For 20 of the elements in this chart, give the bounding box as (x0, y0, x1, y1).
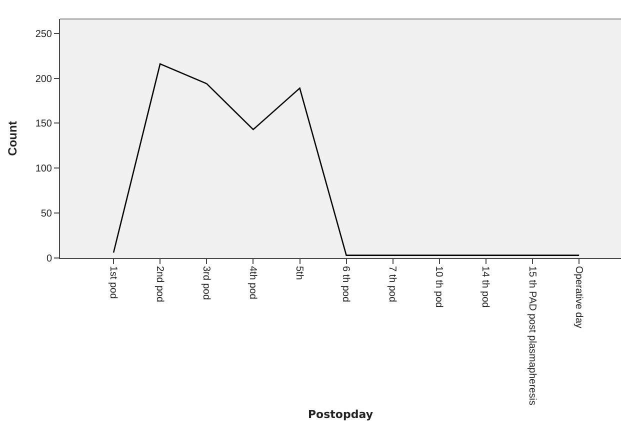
y-tick-label: 250 (35, 28, 52, 40)
x-tick-label: 6 th pod (340, 266, 352, 302)
line-series (112, 63, 580, 256)
x-tick-label: 15 th PAD post plasmapheresis (526, 266, 538, 406)
x-tick-label: 10 th pod (433, 266, 444, 308)
x-tick-label: 5th (294, 266, 305, 280)
x-axis-title: Postopday (308, 408, 373, 421)
x-tick-label: 2nd pod (154, 266, 165, 302)
y-axis-title: Count (6, 121, 20, 156)
y-tick-label: 50 (40, 208, 52, 220)
y-tick-label: 100 (35, 164, 52, 175)
y-tick-label: 200 (35, 74, 52, 85)
x-tick-label: 7 th pod (386, 266, 398, 302)
x-tick-label: 1st pod (107, 266, 118, 299)
x-tick-label: 4th pod (246, 266, 258, 300)
y-tick-label: 0 (46, 254, 52, 264)
x-tick-label: 14 th pod (480, 266, 491, 308)
y-tick-label: 150 (35, 118, 52, 130)
x-tick-label: Operative day (572, 266, 584, 328)
x-tick-label: 3rd pod (200, 266, 212, 300)
